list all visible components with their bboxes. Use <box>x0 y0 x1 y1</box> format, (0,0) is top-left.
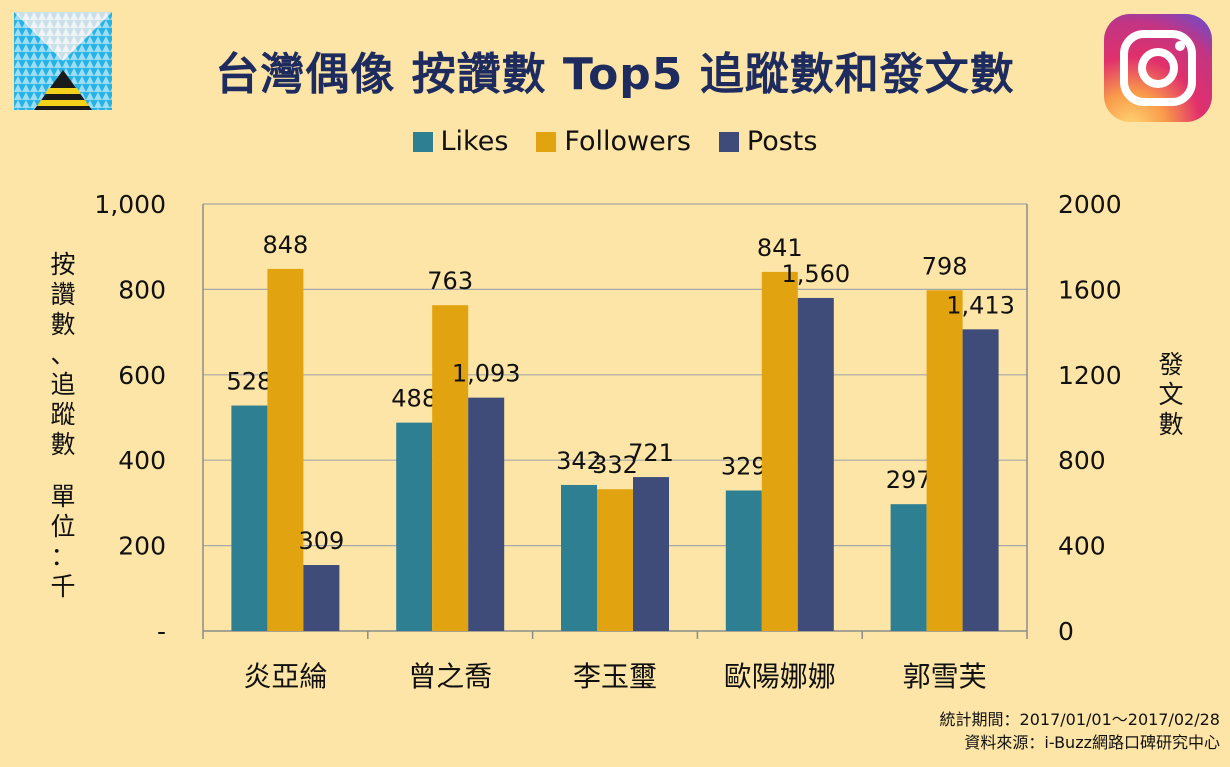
data-label-followers: 798 <box>922 252 968 280</box>
bar-likes <box>725 490 762 631</box>
legend-item-likes: Likes <box>412 126 509 157</box>
left-tick-label: 200 <box>118 532 166 561</box>
right-tick-label: 400 <box>1058 532 1106 561</box>
legend-label-posts: Posts <box>746 126 818 157</box>
data-label-posts: 1,560 <box>781 260 850 288</box>
legend-swatch-posts <box>718 131 739 152</box>
bar-followers <box>761 271 798 631</box>
bar-likes <box>561 484 597 631</box>
data-label-posts: 721 <box>628 439 674 467</box>
data-label-likes: 342 <box>556 447 602 475</box>
bar-posts <box>468 397 505 631</box>
ibuzz-logo <box>14 12 112 110</box>
footer-source: 資料來源：i-Buzz網路口碑研究中心 <box>964 733 1220 752</box>
bar-posts <box>633 477 669 631</box>
bar-posts <box>303 565 340 631</box>
category-label: 郭雪芙 <box>903 660 987 693</box>
data-label-likes: 297 <box>886 466 932 494</box>
left-tick-label: 600 <box>118 361 166 390</box>
data-label-followers: 763 <box>427 267 473 295</box>
category-label: 李玉璽 <box>573 660 657 693</box>
category-label: 歐陽娜娜 <box>724 660 836 693</box>
instagram-logo <box>1104 14 1212 122</box>
bar-followers <box>267 268 304 631</box>
legend-swatch-likes <box>412 131 433 152</box>
right-tick-label: 0 <box>1058 617 1074 646</box>
right-tick-label: 1600 <box>1058 275 1122 304</box>
legend-item-followers: Followers <box>536 126 691 157</box>
data-label-posts: 309 <box>298 527 344 555</box>
chart-title: 台灣偶像 按讚數 Top5 追蹤數和發文數 <box>215 49 1015 100</box>
legend-item-posts: Posts <box>718 126 818 157</box>
data-label-followers: 848 <box>262 231 308 259</box>
footer-period: 統計期間：2017/01/01～2017/02/28 <box>939 710 1220 729</box>
right-tick-label: 2000 <box>1058 190 1122 219</box>
left-tick-label: 400 <box>118 446 166 475</box>
right-axis-label: 發文數 <box>1158 350 1184 439</box>
bar-followers <box>597 489 633 631</box>
legend-label-followers: Followers <box>564 126 691 157</box>
data-label-posts: 1,093 <box>452 360 521 388</box>
bar-likes <box>890 504 927 631</box>
left-tick-label: 800 <box>118 275 166 304</box>
data-label-likes: 528 <box>226 368 272 396</box>
legend-swatch-followers <box>536 131 557 152</box>
bar-likes <box>396 422 433 631</box>
chart-footer: 統計期間：2017/01/01～2017/02/28 資料來源：i-Buzz網路… <box>940 708 1220 754</box>
left-tick-label: - <box>157 617 166 646</box>
bar-likes <box>231 405 268 631</box>
chart-legend: Likes Followers Posts <box>0 126 1230 157</box>
category-label: 炎亞綸 <box>243 660 327 693</box>
data-label-posts: 1,413 <box>946 291 1015 319</box>
category-label: 曾之喬 <box>408 660 492 693</box>
bar-posts <box>797 297 834 631</box>
data-label-followers: 841 <box>757 234 803 262</box>
bar-posts <box>962 329 999 631</box>
bar-followers <box>432 305 469 631</box>
data-label-likes: 329 <box>721 453 767 481</box>
left-tick-label: 1,000 <box>94 190 166 219</box>
right-tick-label: 800 <box>1058 446 1106 475</box>
legend-label-likes: Likes <box>440 126 509 157</box>
left-axis-label: 按讚數、追蹤數 單位：千 <box>50 250 76 601</box>
data-label-followers: 332 <box>592 451 638 479</box>
bar-followers <box>926 290 963 631</box>
data-label-likes: 488 <box>391 385 437 413</box>
right-tick-label: 1200 <box>1058 361 1122 390</box>
